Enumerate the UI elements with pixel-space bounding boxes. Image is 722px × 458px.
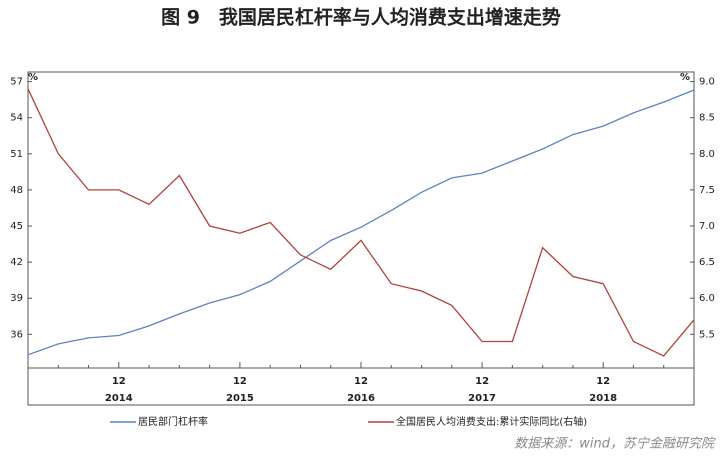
y2-tick-label: 7.5	[699, 185, 715, 196]
series-line	[27, 89, 695, 356]
y2-tick-label: 6.5	[699, 257, 715, 268]
y2-tick-label: 8.5	[699, 113, 715, 124]
legend-label: 全国居民人均消费支出:累计实际同比(右轴)	[396, 415, 587, 428]
y-unit: %	[28, 72, 38, 83]
source-note: 数据来源：wind，苏宁金融研究院	[514, 436, 716, 452]
x-year-label: 2018	[589, 393, 617, 404]
series-line	[27, 88, 695, 357]
y-tick-label: 42	[10, 257, 23, 268]
y-tick-label: 51	[10, 149, 23, 160]
y2-tick-label: 6.0	[699, 293, 715, 304]
y-tick-label: 39	[10, 293, 23, 304]
y2-tick-label: 8.0	[699, 149, 715, 160]
y2-tick-label: 9.0	[699, 77, 715, 88]
x-tick-label: 12	[354, 376, 368, 387]
legend-label: 居民部门杠杆率	[138, 415, 208, 428]
chart-title: 图 9 我国居民杠杆率与人均消费支出增速走势	[161, 6, 561, 29]
y-tick-label: 45	[10, 221, 23, 232]
plot-frame	[27, 71, 695, 406]
y-tick-label: 54	[10, 113, 23, 124]
x-tick-label: 12	[596, 376, 610, 387]
y2-unit: %	[680, 72, 690, 83]
x-tick-label: 12	[475, 376, 489, 387]
x-tick-label: 12	[112, 376, 126, 387]
y-tick-label: 36	[10, 329, 23, 340]
x-year-label: 2016	[347, 393, 375, 404]
y2-tick-label: 5.5	[699, 329, 715, 340]
x-year-label: 2017	[468, 393, 496, 404]
x-tick-label: 12	[233, 376, 247, 387]
y2-tick-label: 7.0	[699, 221, 715, 232]
x-year-label: 2014	[105, 393, 133, 404]
x-year-label: 2015	[226, 393, 254, 404]
y-tick-label: 48	[10, 185, 23, 196]
y-tick-label: 57	[10, 77, 23, 88]
